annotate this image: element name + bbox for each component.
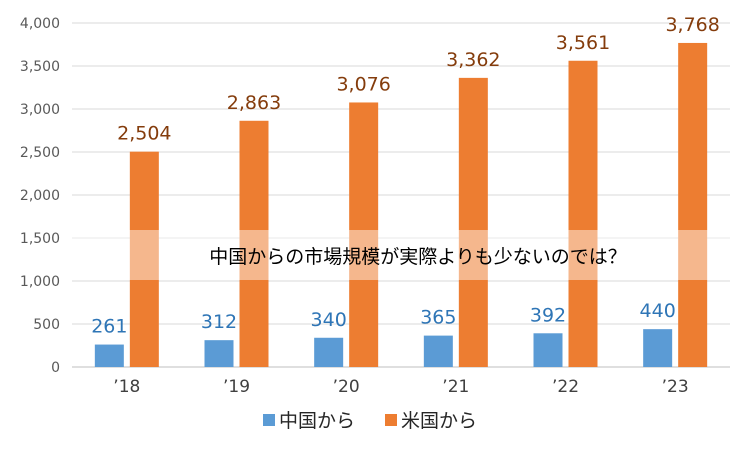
data-label-usa: 2,504 <box>117 123 171 145</box>
data-labels: 261 2,504 312 2,863 340 3,076 365 3,362 392 3,561… <box>91 14 720 338</box>
x-tick-label: ’18 <box>113 377 140 397</box>
x-tick-label: ’21 <box>442 377 469 397</box>
data-label-china: 340 <box>311 309 347 331</box>
bar-china <box>94 344 124 367</box>
annotation-band <box>72 230 730 280</box>
y-tick-label: 2,500 <box>20 145 60 161</box>
y-tick-label: 3,000 <box>20 102 60 118</box>
bar-usa <box>239 120 269 367</box>
data-label-usa: 3,561 <box>556 32 610 54</box>
data-label-china: 392 <box>530 304 566 326</box>
data-label-usa: 2,863 <box>227 92 281 114</box>
x-tick-label: ’19 <box>223 377 250 397</box>
data-label-china: 261 <box>91 316 127 338</box>
annotation-text: 中国からの市場規模が実際よりも少ないのでは？ <box>209 246 627 268</box>
data-label-usa: 3,076 <box>336 73 390 95</box>
y-axis-ticks: 0 500 1,000 1,500 2,000 2,500 3,000 3,500 4,000 <box>20 16 60 376</box>
bar-usa <box>129 151 159 367</box>
data-label-china: 365 <box>420 307 456 329</box>
y-tick-label: 1,500 <box>20 231 60 247</box>
gridlines <box>72 22 730 368</box>
data-label-china: 312 <box>201 311 237 333</box>
bar-china <box>643 329 673 367</box>
legend: 中国から 米国から <box>263 410 477 432</box>
bar-china <box>423 335 453 367</box>
y-tick-label: 1,000 <box>20 274 60 290</box>
annotation-overlay: 中国からの市場規模が実際よりも少ないのでは？ <box>72 230 730 280</box>
bar-china <box>533 333 563 367</box>
bar-china <box>314 337 344 367</box>
x-tick-label: ’23 <box>662 377 689 397</box>
y-tick-label: 500 <box>33 317 60 333</box>
legend-swatch <box>385 414 397 426</box>
y-tick-label: 0 <box>51 360 60 376</box>
legend-swatch <box>263 414 275 426</box>
x-axis-categories: ’18 ’19 ’20 ’21 ’22 ’23 <box>113 377 688 397</box>
y-tick-label: 3,500 <box>20 59 60 75</box>
legend-label: 米国から <box>401 410 477 432</box>
bars <box>94 42 708 368</box>
bar-usa <box>678 42 708 368</box>
x-tick-label: ’20 <box>333 377 360 397</box>
bar-usa <box>349 102 379 368</box>
y-tick-label: 2,000 <box>20 188 60 204</box>
y-tick-label: 4,000 <box>20 16 60 32</box>
data-label-usa: 3,362 <box>446 49 500 71</box>
bar-china <box>204 340 234 367</box>
data-label-china: 440 <box>640 300 676 322</box>
bar-usa <box>568 60 598 368</box>
x-tick-label: ’22 <box>552 377 579 397</box>
legend-label: 中国から <box>279 410 355 432</box>
bar-usa <box>458 77 488 368</box>
data-label-usa: 3,768 <box>665 14 719 36</box>
